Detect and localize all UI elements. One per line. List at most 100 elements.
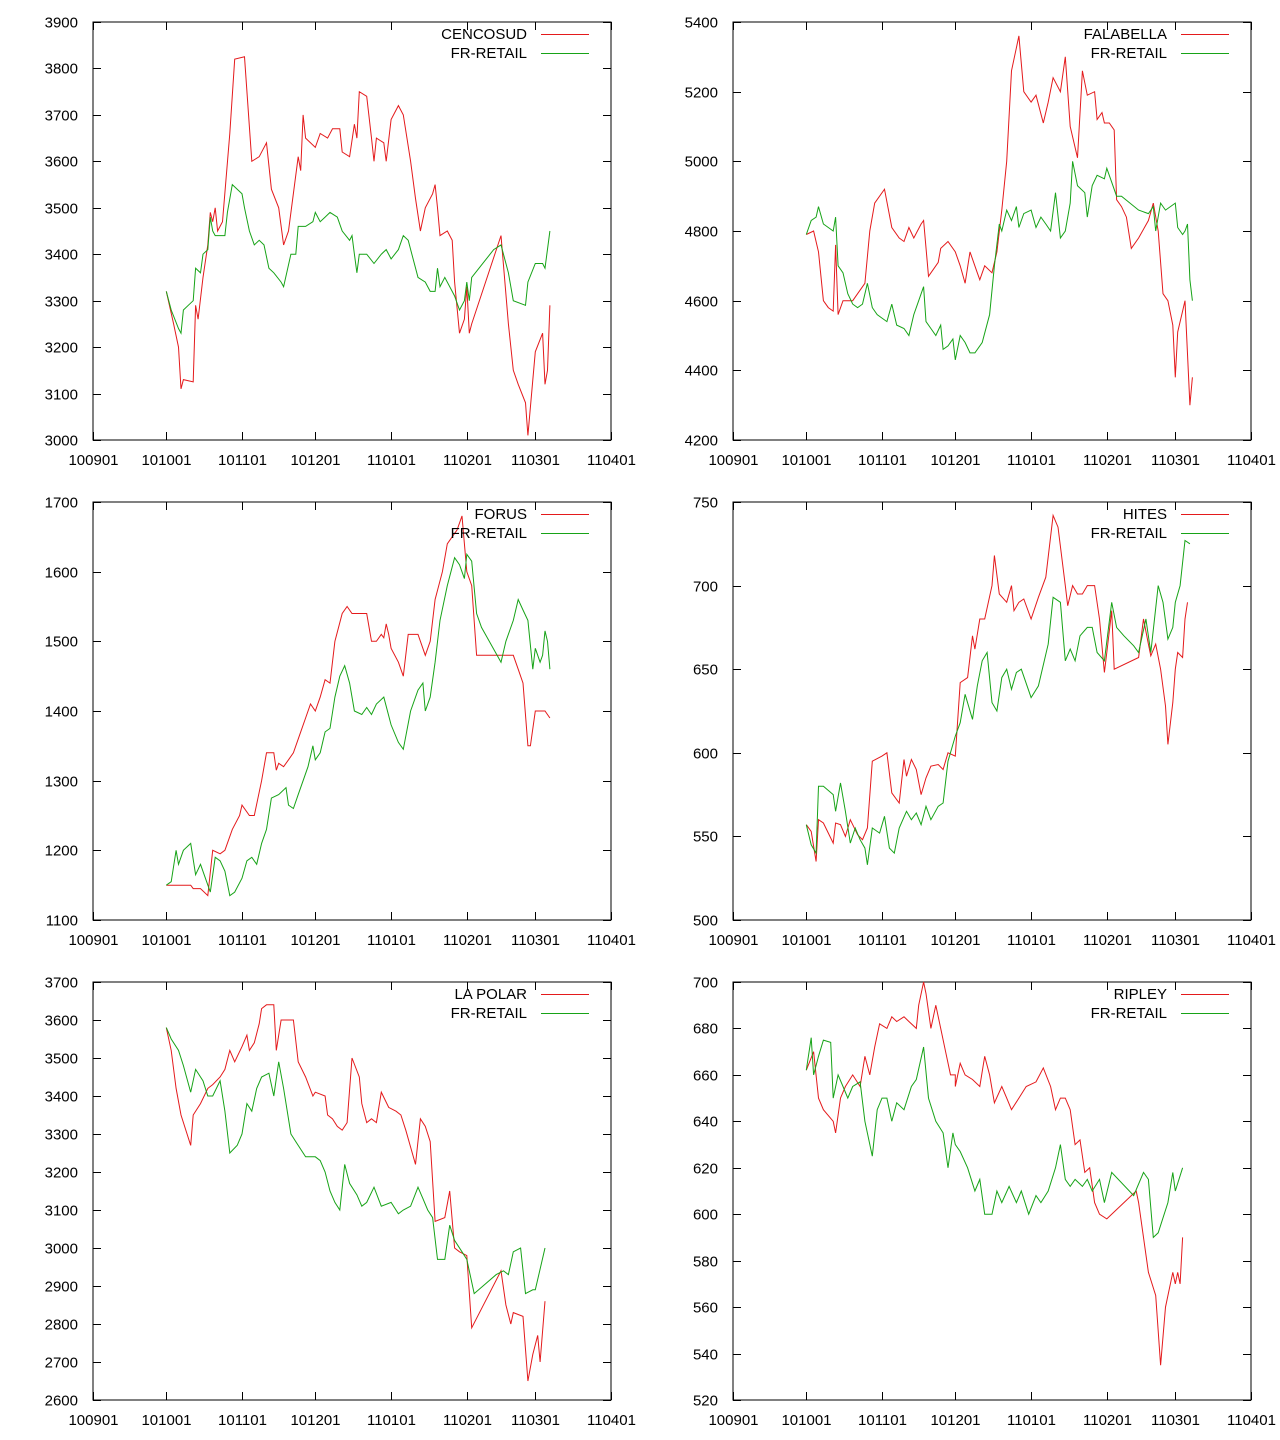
x-tick-label: 101001	[781, 932, 831, 949]
y-tick-label: 580	[693, 1254, 718, 1271]
series-line-ripley	[805, 981, 1184, 1366]
legend-label: FR-RETAIL	[451, 525, 527, 542]
y-tick-label: 660	[693, 1068, 718, 1085]
y-tick-label: 1400	[45, 704, 78, 721]
y-tick-label: 4200	[685, 433, 718, 450]
y-tick-label: 5200	[685, 85, 718, 102]
y-tick-label: 5000	[685, 154, 718, 171]
y-tick-label: 680	[693, 1021, 718, 1038]
x-tick-label: 101001	[781, 452, 831, 469]
series-line-la-polar	[165, 1004, 546, 1382]
y-tick-label: 3600	[45, 154, 78, 171]
legend-label: FR-RETAIL	[1091, 1005, 1167, 1022]
legend-label: LA POLAR	[454, 986, 527, 1003]
plot-frame	[92, 21, 612, 441]
chart-svg: 3000 3100 3200 3300 3400 3500 3600 3700 3800 3900…	[45, 15, 636, 470]
x-tick-label: 110401	[587, 452, 636, 469]
series-line-hites	[805, 513, 1188, 862]
y-tick-label: 2600	[45, 1393, 78, 1410]
chart-panel-2: 4200 4400 4600 4800 5000 5200 5400 100901 101001…	[640, 0, 1280, 480]
legend-label: FR-RETAIL	[1091, 525, 1167, 542]
legend-label: FALABELLA	[1084, 26, 1167, 43]
y-tick-label: 620	[693, 1161, 718, 1178]
y-tick-label: 1200	[45, 843, 78, 860]
x-tick-label: 101001	[141, 452, 191, 469]
y-tick-label: 3400	[45, 1089, 78, 1106]
x-tick-label: 110201	[443, 452, 492, 469]
y-tick-label: 3100	[45, 387, 78, 404]
y-tick-label: 3600	[45, 1013, 78, 1030]
x-tick-label: 110201	[1083, 452, 1132, 469]
y-tick-label: 4600	[685, 294, 718, 311]
y-tick-label: 2700	[45, 1355, 78, 1372]
y-tick-label: 5400	[685, 15, 718, 32]
y-tick-label: 600	[693, 1207, 718, 1224]
legend-label: HITES	[1123, 506, 1167, 523]
chart-panel-6: 520 540 560 580 600 620 640 660 680 700 100901 1010…	[640, 960, 1280, 1440]
y-tick-label: 1100	[46, 913, 78, 930]
y-tick-label: 3200	[45, 340, 78, 357]
y-tick-label: 560	[693, 1300, 718, 1317]
y-tick-label: 2800	[45, 1317, 78, 1334]
x-tick-label: 110401	[587, 932, 636, 949]
y-tick-label: 3500	[45, 1051, 78, 1068]
x-tick-label: 110301	[1151, 932, 1200, 949]
x-tick-label: 110401	[587, 1412, 636, 1429]
legend-label: RIPLEY	[1114, 986, 1167, 1003]
x-tick-label: 100901	[68, 452, 118, 469]
chart-panel-1: 3000 3100 3200 3300 3400 3500 3600 3700 3800 3900…	[0, 0, 640, 480]
x-tick-label: 110201	[443, 1412, 492, 1429]
x-tick-label: 101101	[218, 452, 267, 469]
x-tick-label: 110101	[1007, 452, 1056, 469]
x-tick-label: 110301	[511, 1412, 560, 1429]
y-tick-label: 4400	[685, 363, 718, 380]
x-tick-label: 101001	[141, 932, 191, 949]
x-tick-label: 101101	[858, 932, 907, 949]
x-tick-label: 101201	[290, 452, 340, 469]
x-tick-label: 110201	[443, 932, 492, 949]
plot-frame	[732, 981, 1252, 1401]
y-tick-label: 750	[693, 495, 718, 512]
plot-frame	[732, 501, 1252, 921]
x-tick-label: 101201	[930, 452, 980, 469]
legend-label: CENCOSUD	[441, 26, 527, 43]
x-tick-label: 101201	[290, 932, 340, 949]
y-tick-label: 3300	[45, 294, 78, 311]
y-tick-label: 3500	[45, 201, 78, 218]
y-tick-label: 3700	[45, 108, 78, 125]
x-tick-label: 110401	[1227, 452, 1276, 469]
x-tick-label: 110101	[367, 1412, 416, 1429]
legend-label: FR-RETAIL	[1091, 45, 1167, 62]
plot-frame	[732, 21, 1252, 441]
plot-frame	[92, 501, 612, 921]
y-tick-label: 640	[693, 1114, 718, 1131]
chart-svg: 1100 1200 1300 1400 1500 1600 1700 100901 101001…	[45, 495, 636, 950]
x-tick-label: 101201	[930, 1412, 980, 1429]
x-tick-label: 110301	[1151, 452, 1200, 469]
series-line-fr-retail	[166, 552, 551, 897]
y-tick-label: 3000	[45, 433, 78, 450]
y-tick-label: 500	[693, 913, 718, 930]
series-line-cencosud	[165, 56, 551, 436]
y-tick-label: 700	[693, 975, 718, 992]
y-tick-label: 4800	[685, 224, 718, 241]
series-line-fr-retail	[805, 161, 1193, 360]
y-tick-label: 1500	[45, 634, 78, 651]
series-line-fr-retail	[165, 1027, 546, 1295]
y-tick-label: 3200	[45, 1165, 78, 1182]
y-tick-label: 1300	[45, 774, 78, 791]
series-line-forus	[166, 515, 551, 897]
legend-label: FR-RETAIL	[451, 1005, 527, 1022]
y-tick-label: 2900	[45, 1279, 78, 1296]
chart-svg: 500 550 600 650 700 750 100901 101001 101101 1012…	[693, 495, 1276, 950]
y-tick-label: 540	[693, 1347, 718, 1364]
x-tick-label: 101101	[218, 932, 267, 949]
x-tick-label: 100901	[708, 1412, 758, 1429]
x-tick-label: 101001	[781, 1412, 831, 1429]
chart-panel-4: 500 550 600 650 700 750 100901 101001 101101 1012…	[640, 480, 1280, 960]
x-tick-label: 110101	[367, 452, 416, 469]
chart-svg: 520 540 560 580 600 620 640 660 680 700 100901 1010…	[693, 975, 1276, 1430]
y-tick-label: 3400	[45, 247, 78, 264]
x-tick-label: 110301	[511, 932, 560, 949]
